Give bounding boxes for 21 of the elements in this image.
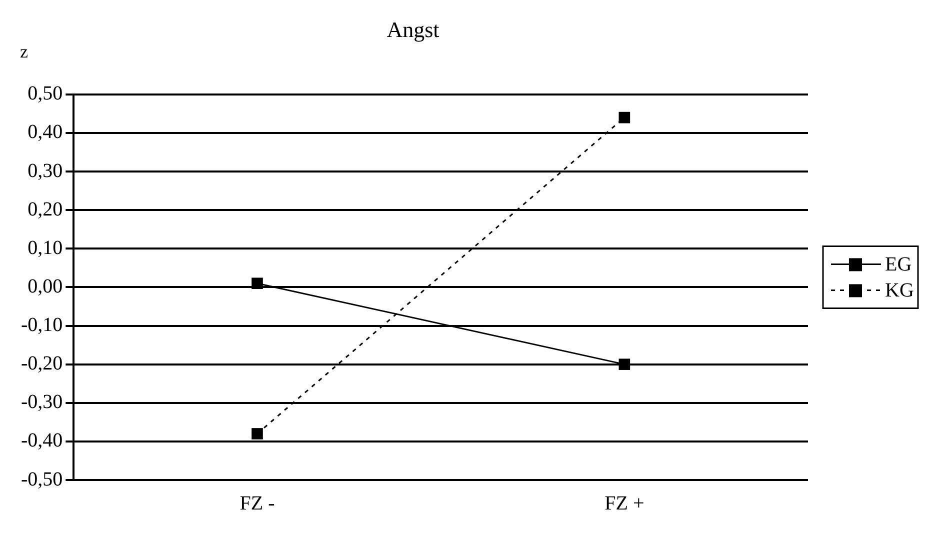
y-axis-title: z [20,42,28,62]
y-tick-label: 0,10 [28,236,63,259]
y-tick-label: 0,00 [28,275,63,298]
legend-label: EG [885,253,912,276]
y-tick-label: 0,50 [28,82,63,105]
chart-title: Angst [386,16,440,42]
x-tick-label: FZ - [240,492,275,514]
y-tick-label: 0,30 [28,160,63,182]
y-tick-label: -0,20 [20,352,63,375]
y-tick-label: -0,10 [20,314,63,336]
point [252,428,263,440]
y-tick-label: 0,20 [28,198,63,220]
y-tick-label: -0,40 [20,430,63,452]
y-tick-label: -0,30 [20,391,63,414]
y-tick-label: 0,40 [28,121,63,144]
legend-label: KG [885,279,914,302]
y-tick-label: -0,50 [20,468,63,490]
point [252,278,263,289]
x-tick-label: FZ + [604,492,644,514]
point [618,112,630,124]
point [618,358,630,370]
